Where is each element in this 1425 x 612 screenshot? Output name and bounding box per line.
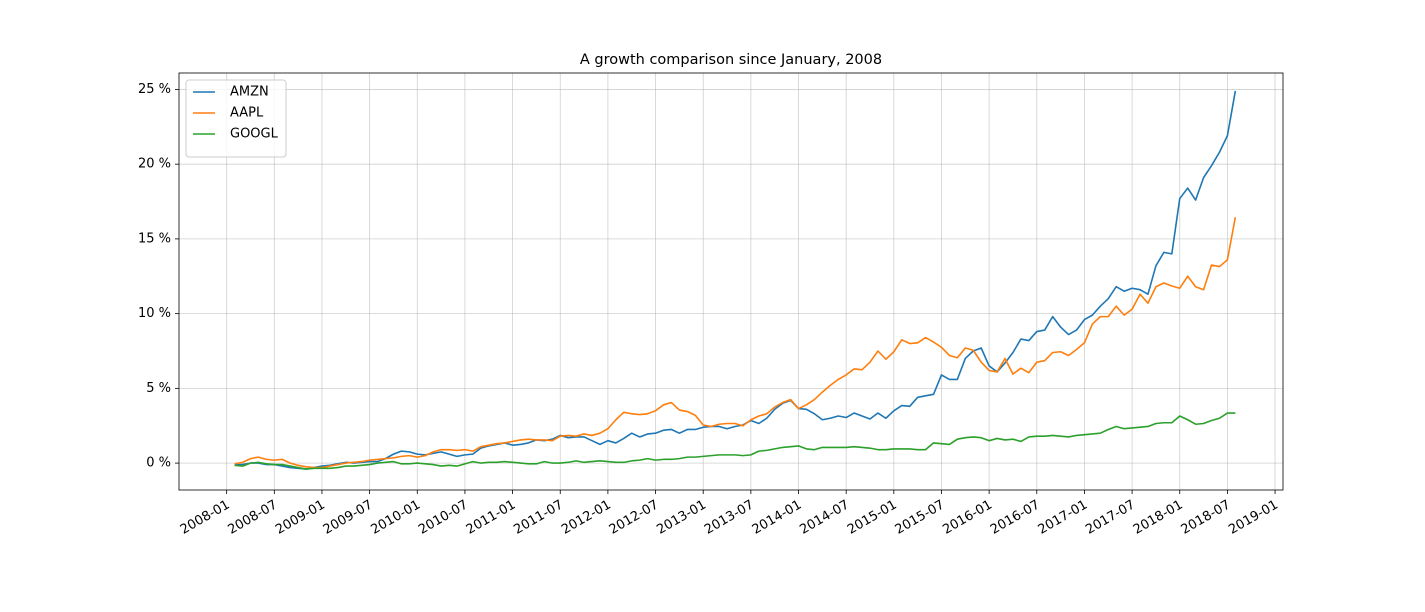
legend-label: AMZN xyxy=(230,85,269,100)
y-tick-label: 5 % xyxy=(146,381,171,396)
chart-title: A growth comparison since January, 2008 xyxy=(580,52,882,68)
series-line xyxy=(234,90,1237,470)
legend-box xyxy=(185,79,287,158)
legend-label: GOOGL xyxy=(230,127,279,142)
plot-frame xyxy=(178,72,1284,491)
legend-label: AAPL xyxy=(230,106,264,121)
plot-lines xyxy=(234,90,1237,470)
y-tick-label: 10 % xyxy=(138,306,171,321)
y-tick-label: 15 % xyxy=(138,231,171,246)
legend: AMZN AAPL GOOGL xyxy=(185,79,287,158)
y-tick-label: 0 % xyxy=(146,456,171,471)
grid xyxy=(179,73,1283,490)
y-tick-label: 25 % xyxy=(138,82,171,97)
y-tick-label: 20 % xyxy=(138,157,171,172)
series-line xyxy=(234,412,1236,470)
series-line xyxy=(234,217,1237,469)
